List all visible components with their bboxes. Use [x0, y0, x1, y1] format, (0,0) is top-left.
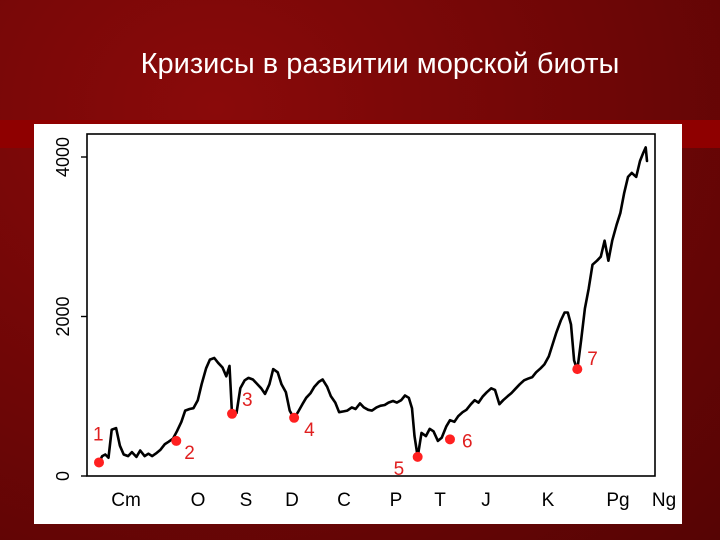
period-label-Pg: Pg: [606, 490, 629, 511]
y-tick-label: 0: [53, 471, 73, 481]
crisis-label-1: 1: [93, 424, 104, 445]
period-label-Cm: Cm: [111, 490, 141, 511]
period-label-O: O: [191, 490, 206, 511]
crisis-label-5: 5: [394, 459, 405, 480]
period-label-S: S: [240, 490, 253, 511]
crisis-marker-5: [412, 451, 423, 462]
crisis-label-6: 6: [462, 431, 473, 452]
crisis-marker-2: [171, 435, 182, 446]
crisis-marker-4: [289, 412, 300, 423]
slide-title: Кризисы в развитии морской биоты: [140, 48, 620, 80]
period-label-C: C: [337, 490, 351, 511]
chart-panel: 0 2000 4000 Cm O S D C P T J K Pg Ng 1 2 3 4 5 6 7: [34, 124, 682, 524]
crisis-marker-3: [227, 408, 238, 419]
crisis-marker-7: [572, 364, 583, 375]
crisis-label-4: 4: [304, 420, 315, 441]
period-label-P: P: [390, 490, 403, 511]
crisis-label-7: 7: [587, 349, 598, 370]
period-label-K: K: [542, 490, 555, 511]
y-tick-label: 4000: [53, 137, 73, 177]
chart: 0 2000 4000 Cm O S D C P T J K Pg Ng 1 2 3 4 5 6 7: [53, 133, 676, 511]
period-label-D: D: [285, 490, 299, 511]
y-tick-label: 2000: [53, 296, 73, 336]
period-label-J: J: [481, 490, 491, 511]
crisis-label-2: 2: [184, 443, 195, 464]
plot-frame: [86, 133, 656, 477]
crisis-marker-1: [94, 457, 104, 468]
period-label-Ng: Ng: [652, 490, 676, 511]
period-label-T: T: [434, 490, 446, 511]
crisis-marker-6: [444, 434, 455, 445]
crisis-label-3: 3: [242, 390, 253, 411]
diversity-line: [97, 146, 649, 464]
